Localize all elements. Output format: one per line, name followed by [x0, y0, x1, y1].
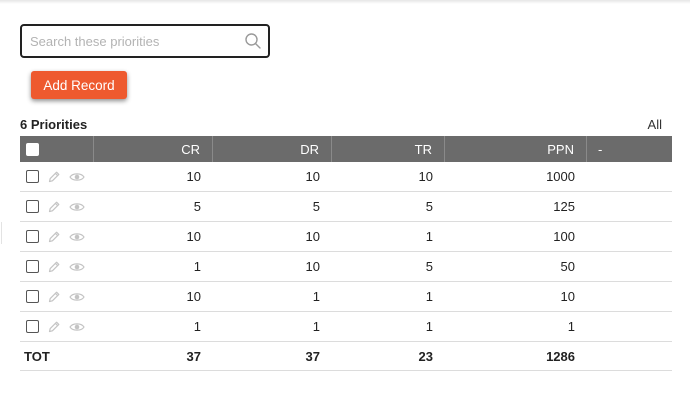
- cell-ppn: 10: [560, 289, 575, 304]
- row-select-cell: [20, 222, 94, 251]
- cell-ppn: 1000: [546, 169, 575, 184]
- side-edge: [0, 222, 2, 244]
- cell-tr: 1: [425, 289, 433, 304]
- cell-actions: [587, 282, 672, 311]
- column-header-dr[interactable]: DR: [213, 136, 332, 162]
- eye-icon[interactable]: [69, 230, 85, 244]
- total-row: TOT 37 37 23 1286: [20, 342, 672, 371]
- eye-icon[interactable]: [69, 320, 85, 334]
- column-header-actions: -: [598, 141, 603, 157]
- cell-cr: 1: [193, 319, 201, 334]
- search-box[interactable]: [20, 24, 270, 58]
- total-ppn: 1286: [546, 349, 575, 364]
- table-row: 10 10 1 100: [20, 222, 672, 252]
- total-cr: 37: [186, 349, 201, 364]
- cell-cr: 10: [186, 289, 201, 304]
- cell-tr: 10: [418, 169, 433, 184]
- header-select-cell: [20, 136, 94, 162]
- cell-ppn: 1: [567, 319, 575, 334]
- row-select-cell: [20, 162, 94, 191]
- cell-cr: 5: [193, 199, 201, 214]
- table-row: 1 1 1 1: [20, 312, 672, 342]
- cell-actions: [587, 312, 672, 341]
- row-checkbox[interactable]: [26, 260, 39, 273]
- pencil-icon[interactable]: [47, 200, 61, 214]
- column-header-ppn[interactable]: PPN: [445, 136, 587, 162]
- add-record-button[interactable]: Add Record: [31, 71, 127, 99]
- column-header-tr[interactable]: TR: [332, 136, 445, 162]
- cell-ppn: 100: [553, 229, 575, 244]
- row-checkbox[interactable]: [26, 230, 39, 243]
- eye-icon[interactable]: [69, 170, 85, 184]
- row-checkbox[interactable]: [26, 320, 39, 333]
- row-checkbox[interactable]: [26, 200, 39, 213]
- cell-dr: 5: [312, 199, 320, 214]
- table-row: 10 10 10 1000: [20, 162, 672, 192]
- total-actions-cell: [587, 342, 672, 371]
- cell-dr: 1: [312, 289, 320, 304]
- cell-dr: 1: [312, 319, 320, 334]
- row-checkbox[interactable]: [26, 170, 39, 183]
- cell-tr: 1: [425, 229, 433, 244]
- cell-actions: [587, 222, 672, 251]
- pencil-icon[interactable]: [47, 320, 61, 334]
- cell-tr: 5: [425, 259, 433, 274]
- record-count-title: 6 Priorities: [20, 117, 88, 132]
- table-header: CR DR TR PPN -: [20, 136, 672, 162]
- pencil-icon[interactable]: [47, 290, 61, 304]
- row-checkbox[interactable]: [26, 290, 39, 303]
- total-dr: 37: [305, 349, 320, 364]
- eye-icon[interactable]: [69, 200, 85, 214]
- top-bar-shadow: [0, 0, 690, 4]
- table-row: 10 1 1 10: [20, 282, 672, 312]
- total-tr: 23: [418, 349, 433, 364]
- cell-tr: 5: [425, 199, 433, 214]
- cell-dr: 10: [305, 169, 320, 184]
- cell-dr: 10: [305, 229, 320, 244]
- cell-ppn: 125: [553, 199, 575, 214]
- cell-actions: [587, 192, 672, 221]
- cell-cr: 10: [186, 169, 201, 184]
- cell-actions: [587, 162, 672, 191]
- eye-icon[interactable]: [69, 260, 85, 274]
- pencil-icon[interactable]: [47, 170, 61, 184]
- priorities-table: CR DR TR PPN - 10 10 10 1000: [20, 136, 672, 371]
- total-label: TOT: [24, 349, 50, 364]
- cell-cr: 1: [193, 259, 201, 274]
- cell-tr: 1: [425, 319, 433, 334]
- cell-dr: 10: [305, 259, 320, 274]
- cell-cr: 10: [186, 229, 201, 244]
- pencil-icon[interactable]: [47, 230, 61, 244]
- cell-ppn: 50: [560, 259, 575, 274]
- row-select-cell: [20, 312, 94, 341]
- table-row: 1 10 5 50: [20, 252, 672, 282]
- show-all-link[interactable]: All: [647, 117, 662, 132]
- row-select-cell: [20, 192, 94, 221]
- row-select-cell: [20, 252, 94, 281]
- table-row: 5 5 5 125: [20, 192, 672, 222]
- column-header-cr[interactable]: CR: [94, 136, 213, 162]
- row-select-cell: [20, 282, 94, 311]
- pencil-icon[interactable]: [47, 260, 61, 274]
- search-input[interactable]: [30, 31, 235, 51]
- cell-actions: [587, 252, 672, 281]
- select-all-checkbox[interactable]: [26, 142, 39, 156]
- search-icon[interactable]: [244, 32, 262, 50]
- eye-icon[interactable]: [69, 290, 85, 304]
